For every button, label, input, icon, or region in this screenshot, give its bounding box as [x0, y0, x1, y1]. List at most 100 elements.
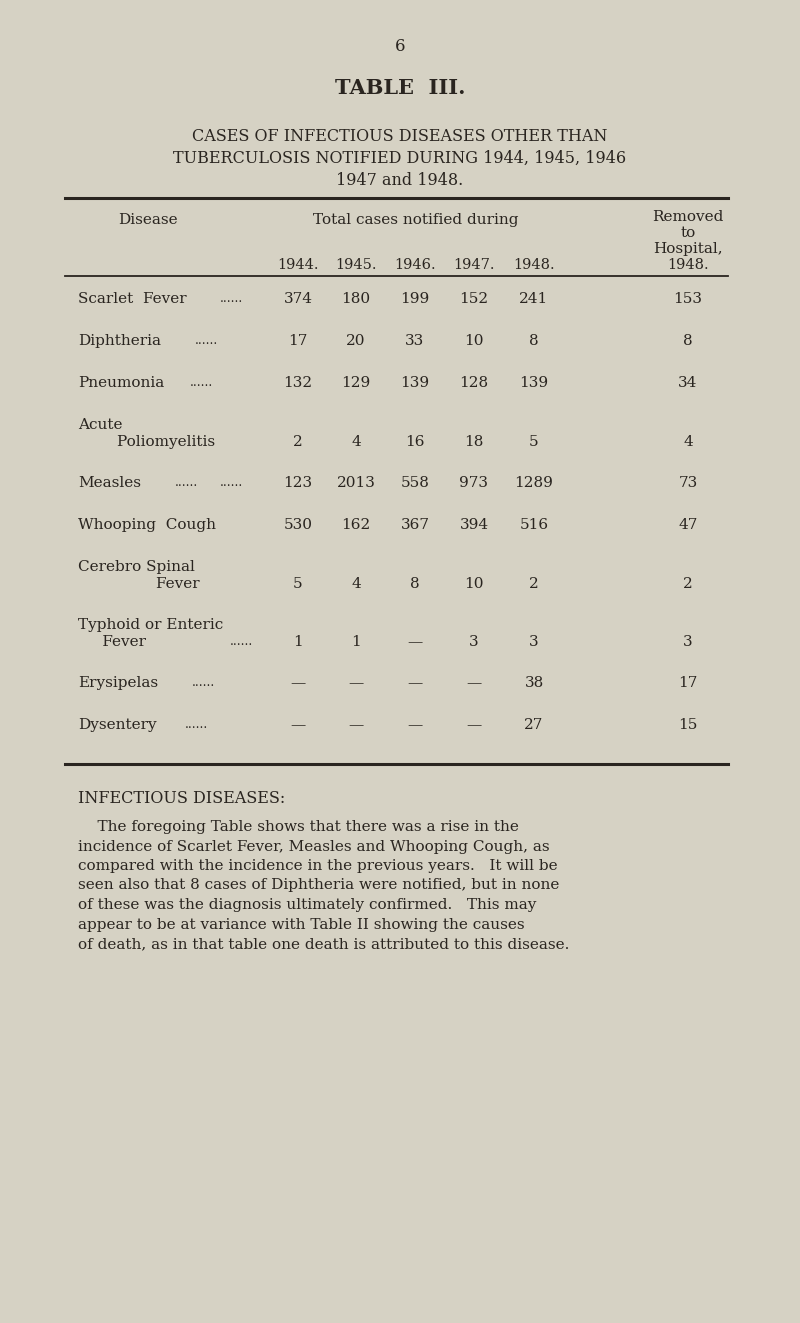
Text: 129: 129	[342, 376, 370, 390]
Text: TUBERCULOSIS NOTIFIED DURING 1944, 1945, 1946: TUBERCULOSIS NOTIFIED DURING 1944, 1945,…	[174, 149, 626, 167]
Text: 367: 367	[401, 519, 430, 532]
Text: —: —	[290, 676, 306, 691]
Text: 17: 17	[678, 676, 698, 691]
Text: 374: 374	[283, 292, 313, 306]
Text: Typhoid or Enteric: Typhoid or Enteric	[78, 618, 223, 632]
Text: 38: 38	[524, 676, 544, 691]
Text: Scarlet  Fever: Scarlet Fever	[78, 292, 186, 306]
Text: Total cases notified during: Total cases notified during	[314, 213, 518, 228]
Text: CASES OF INFECTIOUS DISEASES OTHER THAN: CASES OF INFECTIOUS DISEASES OTHER THAN	[192, 128, 608, 146]
Text: 3: 3	[683, 635, 693, 650]
Text: 558: 558	[401, 476, 430, 490]
Text: Fever: Fever	[78, 577, 200, 591]
Text: Measles: Measles	[78, 476, 141, 490]
Text: ......: ......	[195, 333, 218, 347]
Text: INFECTIOUS DISEASES:: INFECTIOUS DISEASES:	[78, 790, 286, 807]
Text: ......: ......	[190, 376, 214, 389]
Text: —: —	[407, 718, 422, 732]
Text: Hospital,: Hospital,	[653, 242, 723, 255]
Text: 394: 394	[459, 519, 489, 532]
Text: —: —	[407, 635, 422, 650]
Text: appear to be at variance with Table II showing the causes: appear to be at variance with Table II s…	[78, 917, 525, 931]
Text: 1947 and 1948.: 1947 and 1948.	[336, 172, 464, 189]
Text: Acute: Acute	[78, 418, 122, 433]
Text: 8: 8	[683, 333, 693, 348]
Text: Diphtheria: Diphtheria	[78, 333, 161, 348]
Text: ......: ......	[185, 718, 208, 732]
Text: incidence of Scarlet Fever, Measles and Whooping Cough, as: incidence of Scarlet Fever, Measles and …	[78, 840, 550, 853]
Text: ......: ......	[230, 635, 254, 648]
Text: 199: 199	[400, 292, 430, 306]
Text: 8: 8	[529, 333, 539, 348]
Text: —: —	[407, 676, 422, 691]
Text: 5: 5	[293, 577, 303, 591]
Text: 3: 3	[469, 635, 479, 650]
Text: 530: 530	[283, 519, 313, 532]
Text: Removed: Removed	[652, 210, 724, 224]
Text: Cerebro Spinal: Cerebro Spinal	[78, 560, 195, 574]
Text: 1: 1	[351, 635, 361, 650]
Text: 18: 18	[464, 435, 484, 448]
Text: The foregoing Table shows that there was a rise in the: The foregoing Table shows that there was…	[78, 820, 519, 833]
Text: Whooping  Cough: Whooping Cough	[78, 519, 216, 532]
Text: 128: 128	[459, 376, 489, 390]
Text: Poliomyelitis: Poliomyelitis	[78, 435, 215, 448]
Text: 10: 10	[464, 333, 484, 348]
Text: 27: 27	[524, 718, 544, 732]
Text: —: —	[466, 718, 482, 732]
Text: 16: 16	[406, 435, 425, 448]
Text: 153: 153	[674, 292, 702, 306]
Text: 123: 123	[283, 476, 313, 490]
Text: 2: 2	[529, 577, 539, 591]
Text: 132: 132	[283, 376, 313, 390]
Text: 1945.: 1945.	[335, 258, 377, 273]
Text: —: —	[348, 718, 364, 732]
Text: to: to	[680, 226, 696, 239]
Text: 34: 34	[678, 376, 698, 390]
Text: 152: 152	[459, 292, 489, 306]
Text: Dysentery: Dysentery	[78, 718, 157, 732]
Text: 47: 47	[678, 519, 698, 532]
Text: 139: 139	[401, 376, 430, 390]
Text: ......: ......	[192, 676, 215, 689]
Text: 4: 4	[351, 577, 361, 591]
Text: 1946.: 1946.	[394, 258, 436, 273]
Text: 2: 2	[683, 577, 693, 591]
Text: 6: 6	[394, 38, 406, 56]
Text: 1: 1	[293, 635, 303, 650]
Text: 1947.: 1947.	[454, 258, 494, 273]
Text: 516: 516	[519, 519, 549, 532]
Text: ......: ......	[175, 476, 198, 490]
Text: of these was the diagnosis ultimately confirmed.   This may: of these was the diagnosis ultimately co…	[78, 898, 536, 912]
Text: —: —	[466, 676, 482, 691]
Text: 1948.: 1948.	[513, 258, 555, 273]
Text: 20: 20	[346, 333, 366, 348]
Text: 1289: 1289	[514, 476, 554, 490]
Text: 1948.: 1948.	[667, 258, 709, 273]
Text: Disease: Disease	[118, 213, 178, 228]
Text: ......: ......	[220, 292, 243, 306]
Text: 241: 241	[519, 292, 549, 306]
Text: 180: 180	[342, 292, 370, 306]
Text: 4: 4	[351, 435, 361, 448]
Text: compared with the incidence in the previous years.   It will be: compared with the incidence in the previ…	[78, 859, 558, 873]
Text: 8: 8	[410, 577, 420, 591]
Text: 33: 33	[406, 333, 425, 348]
Text: 2013: 2013	[337, 476, 375, 490]
Text: —: —	[348, 676, 364, 691]
Text: TABLE  III.: TABLE III.	[334, 78, 466, 98]
Text: 2: 2	[293, 435, 303, 448]
Text: 4: 4	[683, 435, 693, 448]
Text: —: —	[290, 718, 306, 732]
Text: 5: 5	[529, 435, 539, 448]
Text: Fever: Fever	[78, 635, 146, 650]
Text: 17: 17	[288, 333, 308, 348]
Text: 162: 162	[342, 519, 370, 532]
Text: of death, as in that table one death is attributed to this disease.: of death, as in that table one death is …	[78, 937, 570, 951]
Text: 1944.: 1944.	[278, 258, 318, 273]
Text: ......: ......	[220, 476, 243, 490]
Text: 10: 10	[464, 577, 484, 591]
Text: 3: 3	[529, 635, 539, 650]
Text: 973: 973	[459, 476, 489, 490]
Text: 139: 139	[519, 376, 549, 390]
